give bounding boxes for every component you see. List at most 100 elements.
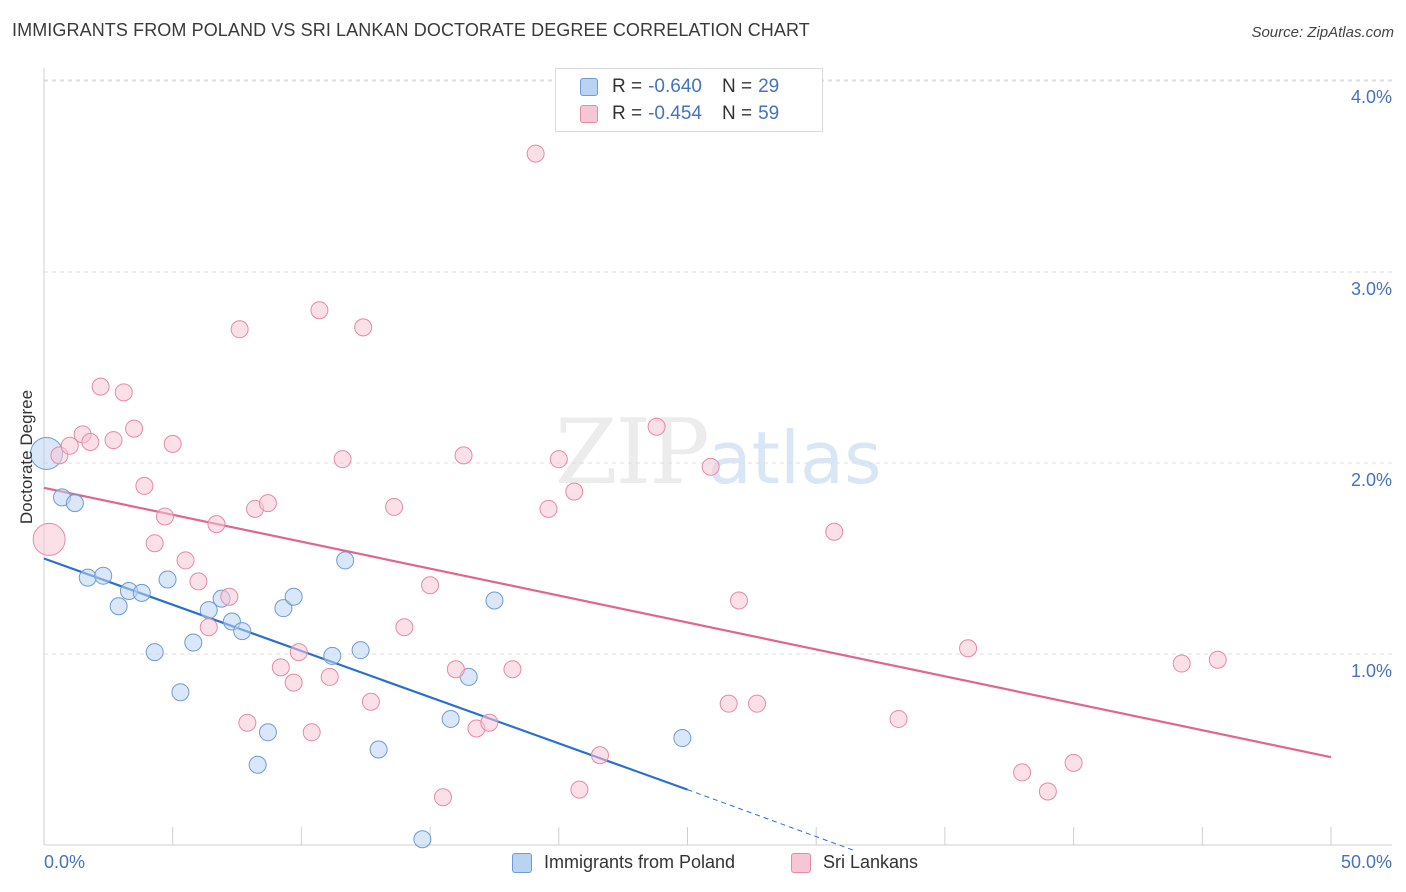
srilanka-point — [302, 723, 321, 742]
legend-n-value: 59 — [758, 103, 780, 124]
poland-point — [323, 646, 342, 665]
y-tick-label-3: 3.0% — [1350, 279, 1392, 299]
bottom-legend-srilanka: Sri Lankans — [791, 852, 918, 873]
srilanka-point — [719, 694, 738, 713]
poland-point — [132, 583, 151, 602]
srilanka-point — [1013, 763, 1032, 782]
srilanka-point — [421, 576, 440, 595]
y-tick-label-2: 2.0% — [1350, 470, 1392, 490]
srilanka-point — [32, 522, 66, 556]
legend-series-name: Sri Lankans — [823, 852, 919, 872]
poland-point — [248, 755, 267, 774]
srilanka-trend-line — [43, 486, 1332, 759]
poland-point — [673, 729, 692, 748]
srilanka-point — [199, 618, 218, 637]
poland-point — [284, 587, 303, 606]
poland-point — [65, 494, 84, 513]
srilanka-point — [284, 673, 303, 692]
srilanka-point — [590, 746, 609, 765]
srilanka-point — [320, 667, 339, 686]
srilanka-point — [1208, 650, 1227, 669]
srilanka-point — [701, 457, 720, 476]
srilanka-point — [454, 446, 473, 465]
srilanka-point — [135, 476, 154, 495]
legend-r-value: -0.640 — [648, 76, 702, 97]
srilanka-point — [114, 383, 133, 402]
y-tick-label-4: 4.0% — [1350, 87, 1392, 107]
srilanka-point — [104, 431, 123, 450]
legend-row-srilanka: R = -0.454 N = 59 — [580, 101, 779, 127]
legend-n-label: N = — [721, 76, 753, 97]
srilanka-point — [81, 432, 100, 451]
srilanka-point — [395, 618, 414, 637]
legend-r-value: -0.454 — [648, 103, 702, 124]
chart-title: IMMIGRANTS FROM POLAND VS SRI LANKAN DOC… — [12, 20, 810, 40]
poland-point — [485, 591, 504, 610]
poland-point — [94, 566, 113, 585]
srilanka-point — [570, 780, 589, 799]
srilanka-point — [446, 660, 465, 679]
poland-point — [233, 622, 252, 641]
watermark-atlas: atlas — [707, 416, 882, 500]
legend-n-value: 29 — [758, 76, 780, 97]
srilanka-point — [361, 692, 380, 711]
srilanka-point — [747, 694, 766, 713]
poland-point — [351, 641, 370, 660]
srilanka-point — [1172, 654, 1191, 673]
srilanka-point — [480, 713, 499, 732]
poland-point — [158, 570, 177, 589]
poland-point — [145, 643, 164, 662]
srilanka-point — [825, 522, 844, 541]
srilanka-point — [526, 144, 545, 163]
srilanka-point — [91, 377, 110, 396]
srilanka-point — [155, 507, 174, 526]
srilanka-point — [354, 318, 373, 337]
legend-r-label: R = — [612, 103, 643, 124]
srilanka-point — [433, 788, 452, 807]
legend-r-label: R = — [612, 76, 643, 97]
poland-point — [413, 830, 432, 849]
legend-n-label: N = — [721, 103, 753, 124]
srilanka-point — [271, 658, 290, 677]
x-tick-label-max: 50.0% — [1340, 852, 1392, 872]
poland-point — [78, 568, 97, 587]
srilanka-point — [565, 482, 584, 501]
poland-point — [171, 683, 190, 702]
srilanka-point — [333, 450, 352, 469]
poland-trend-extension — [687, 789, 855, 852]
data-points — [30, 144, 1227, 849]
trend-lines — [43, 486, 1332, 852]
srilanka-point — [230, 320, 249, 339]
srilanka-point — [60, 436, 79, 455]
poland-point — [109, 597, 128, 616]
srilanka-point — [258, 494, 277, 513]
srilanka-point — [549, 450, 568, 469]
poland-trend-line — [43, 557, 688, 791]
y-tick-label-1: 1.0% — [1350, 661, 1392, 681]
srilanka-point — [1064, 753, 1083, 772]
srilanka-point — [503, 660, 522, 679]
legend-swatch-blue — [580, 78, 598, 96]
legend-swatch-pink — [791, 852, 811, 873]
x-tick-label-min: 0.0% — [44, 852, 86, 872]
bottom-legend-poland: Immigrants from Poland — [512, 852, 735, 873]
poland-point — [258, 723, 277, 742]
grid-lines — [44, 79, 1392, 655]
poland-point — [369, 740, 388, 759]
srilanka-point — [125, 419, 144, 438]
legend-row-poland: R = -0.640 N = 29 — [580, 74, 779, 100]
poland-point — [184, 633, 203, 652]
srilanka-point — [647, 417, 666, 436]
srilanka-point — [1038, 782, 1057, 801]
srilanka-point — [539, 499, 558, 518]
srilanka-point — [176, 551, 195, 570]
stats-legend: R = -0.640 N = 29 R = -0.454 N = 59 — [555, 68, 823, 132]
srilanka-point — [238, 713, 257, 732]
srilanka-point — [163, 434, 182, 453]
srilanka-point — [220, 587, 239, 606]
srilanka-point — [189, 572, 208, 591]
srilanka-point — [889, 709, 908, 728]
srilanka-point — [959, 639, 978, 658]
srilanka-point — [145, 534, 164, 553]
